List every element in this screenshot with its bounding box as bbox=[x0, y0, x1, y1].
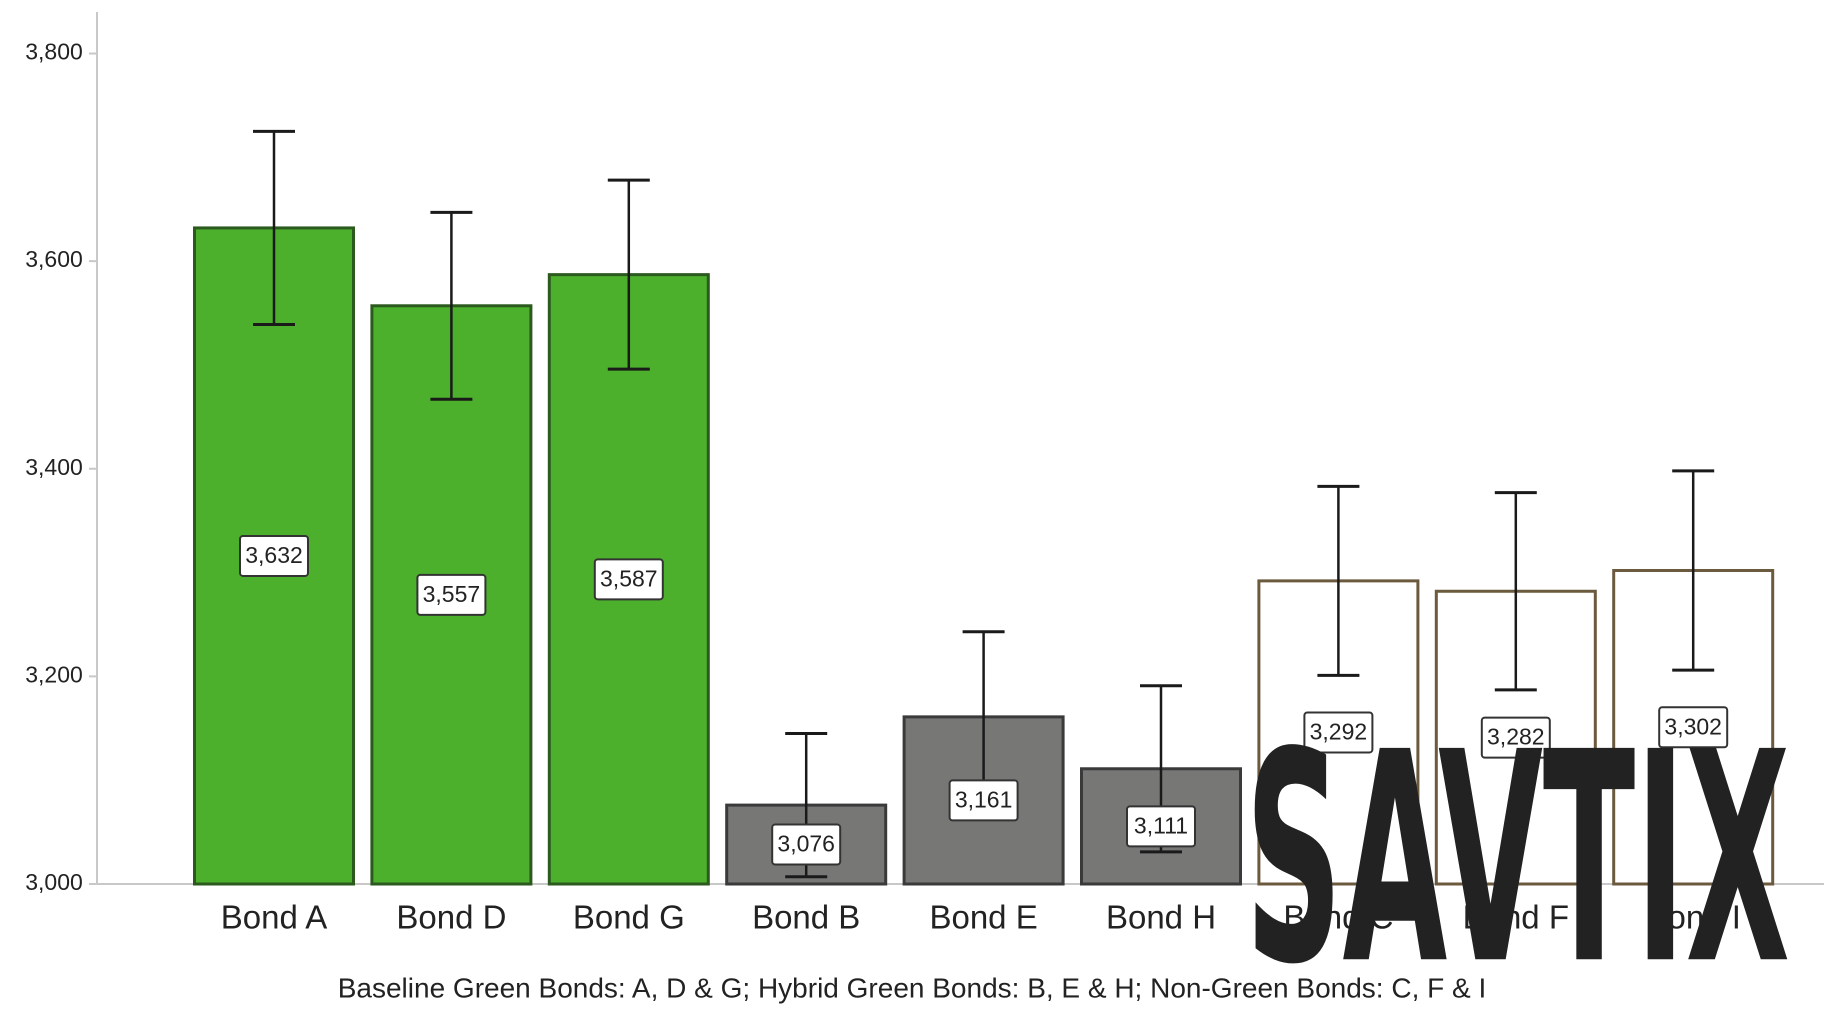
watermark: SAVTIX bbox=[1245, 691, 1790, 1026]
value-label: 3,557 bbox=[423, 581, 481, 607]
value-label-box bbox=[1480, 716, 1551, 759]
value-label-box bbox=[416, 573, 487, 616]
value-label: 3,292 bbox=[1310, 719, 1368, 745]
x-tick-label: Bond G bbox=[573, 899, 685, 936]
value-label: 3,632 bbox=[245, 542, 303, 568]
value-label-box bbox=[239, 534, 309, 577]
value-label: 3,282 bbox=[1487, 724, 1545, 750]
x-tick-label: Bond H bbox=[1106, 899, 1216, 936]
x-axis-label: Baseline Green Bonds: A, D & G; Hybrid G… bbox=[338, 972, 1487, 1003]
y-tick-label: 3,400 bbox=[25, 454, 83, 480]
value-label: 3,302 bbox=[1664, 713, 1722, 739]
y-tick-label: 3,000 bbox=[25, 869, 83, 895]
x-tick-label: Bond A bbox=[221, 899, 327, 936]
value-label: 3,587 bbox=[600, 565, 658, 591]
y-tick-label: 3,800 bbox=[25, 39, 83, 65]
y-tick-label: 3,600 bbox=[25, 246, 83, 272]
value-label-box bbox=[1303, 711, 1374, 754]
x-tick-label: Bond B bbox=[752, 899, 860, 936]
value-label: 3,111 bbox=[1134, 812, 1188, 838]
x-tick-label: Bond I bbox=[1645, 899, 1740, 936]
x-tick-label: Bond D bbox=[396, 899, 506, 936]
x-tick-label: Bond F bbox=[1463, 899, 1569, 936]
value-label-box bbox=[948, 779, 1019, 822]
plot-area: 3,000 3,200 3,400 3,600 3,800 3,632 Bond A 3,55… bbox=[25, 39, 1775, 936]
x-tick-label: Bond C bbox=[1283, 899, 1393, 936]
value-label: 3,161 bbox=[955, 787, 1013, 813]
value-label-box bbox=[771, 823, 842, 866]
y-tick-label: 3,200 bbox=[25, 661, 83, 687]
value-label: 3,076 bbox=[777, 831, 835, 857]
x-tick-label: Bond E bbox=[929, 899, 1037, 936]
value-label-box bbox=[1126, 805, 1196, 848]
value-label-box bbox=[593, 558, 664, 601]
value-label-box bbox=[1658, 706, 1729, 749]
